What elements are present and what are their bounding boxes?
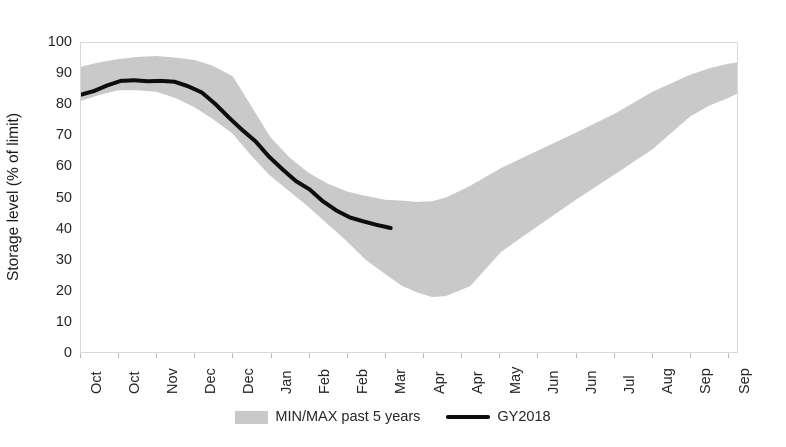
x-axis-tick bbox=[80, 353, 81, 358]
y-tick-label: 80 bbox=[55, 96, 72, 113]
y-tick-label: 30 bbox=[55, 251, 72, 268]
x-tick-label: May bbox=[507, 366, 524, 394]
x-axis-tick bbox=[270, 353, 272, 358]
x-axis-tick bbox=[689, 353, 691, 358]
y-tick-label: 20 bbox=[55, 282, 72, 299]
y-tick-label: 10 bbox=[55, 313, 72, 330]
x-axis-tick bbox=[461, 353, 463, 358]
x-tick-label: Sep bbox=[698, 368, 715, 394]
x-axis-tick bbox=[537, 353, 539, 358]
y-tick-label: 100 bbox=[47, 34, 72, 50]
y-tick-label: 0 bbox=[63, 345, 72, 361]
x-tick-label: Oct bbox=[126, 371, 143, 394]
x-axis-tick bbox=[118, 353, 120, 358]
band-swatch-icon bbox=[235, 410, 269, 424]
gy2018-line bbox=[80, 78, 393, 230]
y-tick-label: 60 bbox=[55, 158, 72, 175]
x-tick-label: Apr bbox=[469, 371, 486, 394]
plot-area bbox=[80, 42, 738, 353]
x-axis-tick bbox=[194, 353, 196, 358]
y-tick-label: 50 bbox=[55, 189, 72, 206]
x-tick-label: Jun bbox=[584, 370, 601, 394]
x-tick-label: Mar bbox=[393, 369, 410, 394]
x-axis-tick bbox=[308, 353, 310, 358]
x-axis-tick bbox=[384, 353, 386, 358]
minmax-band-area bbox=[80, 56, 738, 297]
x-tick-label: Dec bbox=[240, 368, 257, 394]
x-axis-tick bbox=[613, 353, 615, 358]
plot-border bbox=[80, 42, 738, 353]
y-tick-label: 70 bbox=[55, 127, 72, 144]
x-tick-label: Aug bbox=[660, 368, 677, 394]
x-tick-label: Jan bbox=[279, 370, 296, 394]
x-axis-tick bbox=[232, 353, 234, 358]
x-tick-label: Jul bbox=[622, 375, 639, 394]
y-tick-label: 40 bbox=[55, 220, 72, 237]
x-axis-tick bbox=[651, 353, 653, 358]
legend: MIN/MAX past 5 years GY2018 bbox=[0, 403, 786, 431]
x-tick-label: Sep bbox=[736, 368, 753, 394]
x-tick-label: Feb bbox=[317, 369, 334, 394]
line-swatch-icon bbox=[446, 415, 491, 419]
x-axis-tick bbox=[156, 353, 158, 358]
x-tick-label: Nov bbox=[164, 368, 181, 394]
x-tick-label: Dec bbox=[202, 368, 219, 394]
x-tick-label: Oct bbox=[88, 371, 105, 394]
x-tick-label: Apr bbox=[431, 371, 448, 394]
x-axis-tick bbox=[499, 353, 501, 358]
y-tick-label: 90 bbox=[55, 65, 72, 82]
x-axis-tick bbox=[423, 353, 425, 358]
x-tick-label: Feb bbox=[355, 369, 372, 394]
legend-item-minmax-band: MIN/MAX past 5 years bbox=[235, 409, 420, 425]
legend-item-gy2018-line: GY2018 bbox=[446, 409, 551, 425]
legend-line-label: GY2018 bbox=[497, 409, 551, 425]
x-axis-tick bbox=[728, 353, 729, 358]
x-axis-tick bbox=[575, 353, 577, 358]
y-axis-title: Storage level (% of limit) bbox=[5, 113, 22, 281]
legend-band-label: MIN/MAX past 5 years bbox=[275, 409, 421, 425]
x-tick-label: Jun bbox=[545, 370, 562, 394]
x-axis-tick bbox=[346, 353, 348, 358]
